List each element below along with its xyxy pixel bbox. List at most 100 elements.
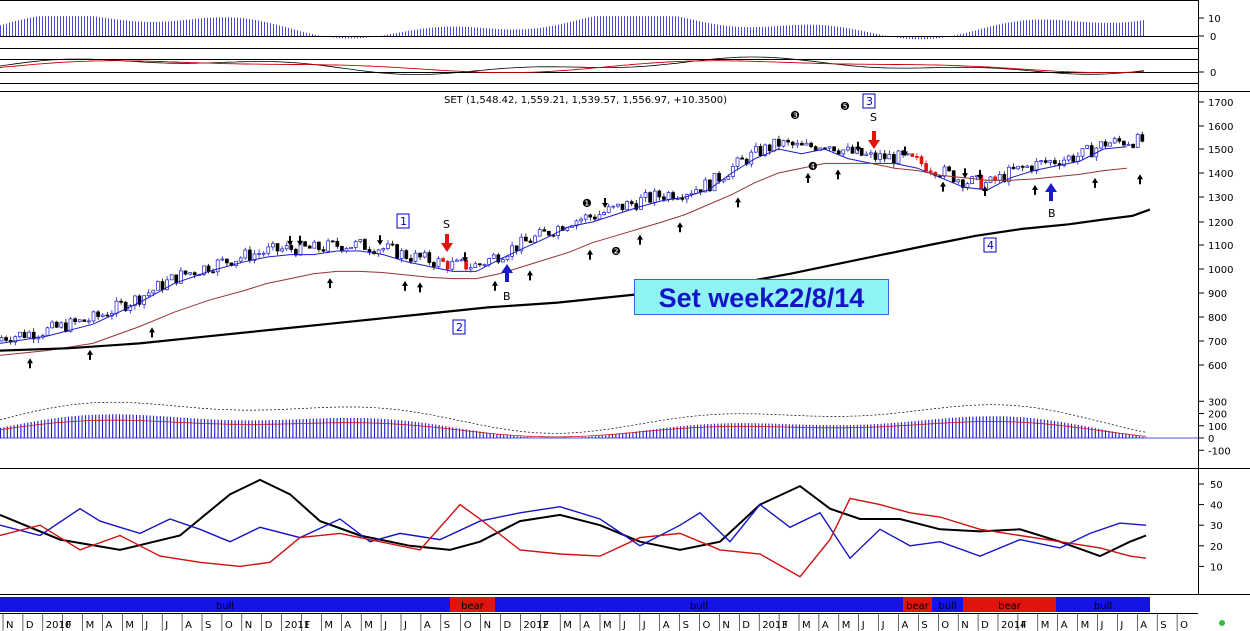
candle-body bbox=[593, 216, 597, 220]
candle-body bbox=[82, 319, 87, 322]
candle-body bbox=[353, 241, 358, 248]
price-ytick-label: 900 bbox=[1208, 289, 1227, 300]
candle-body bbox=[758, 146, 763, 156]
candle-body bbox=[942, 166, 947, 177]
candle-body bbox=[717, 173, 721, 182]
candle-body bbox=[422, 252, 427, 258]
candle-body bbox=[114, 300, 119, 314]
month-label: J bbox=[403, 620, 407, 631]
up-arrow-icon bbox=[587, 249, 593, 260]
month-label: J bbox=[881, 620, 885, 631]
candle-body bbox=[970, 176, 974, 185]
candle-body bbox=[680, 198, 685, 200]
candle-body bbox=[376, 249, 381, 255]
candle-body bbox=[340, 246, 344, 252]
band-segment-0 bbox=[0, 597, 450, 612]
band-segment-4 bbox=[932, 597, 963, 612]
wave-label-5: ❺ bbox=[840, 100, 850, 113]
candle-body bbox=[188, 272, 192, 275]
candle-body bbox=[620, 203, 625, 211]
month-label: D bbox=[265, 620, 273, 631]
up-arrow-icon bbox=[327, 278, 333, 289]
sell-arrow-icon bbox=[441, 234, 453, 252]
candle-body bbox=[358, 239, 363, 243]
candle-body bbox=[404, 250, 409, 259]
month-label: O bbox=[941, 620, 949, 631]
month-label: O bbox=[225, 620, 233, 631]
month-label: N bbox=[961, 620, 968, 631]
candle-body bbox=[629, 201, 634, 204]
candle-body bbox=[395, 244, 399, 259]
month-label: N bbox=[6, 620, 13, 631]
dmi-ytick-label: 50 bbox=[1210, 480, 1223, 491]
wave-label-2: ❷ bbox=[611, 245, 621, 258]
candle-body bbox=[850, 146, 855, 154]
oscillator-panel: 0 bbox=[0, 56, 1216, 79]
candle-body bbox=[22, 331, 27, 339]
band-segment-3 bbox=[903, 597, 932, 612]
candle-body bbox=[1140, 134, 1145, 142]
candle-body bbox=[602, 212, 606, 215]
candle-body bbox=[915, 156, 919, 158]
dmi-lines bbox=[0, 478, 1147, 578]
oscillator-line-red bbox=[0, 60, 1145, 74]
candle-body bbox=[588, 214, 593, 218]
month-label: 2014 bbox=[1001, 620, 1026, 631]
top-histogram bbox=[0, 16, 1144, 40]
candle-body bbox=[740, 157, 744, 160]
month-label: D bbox=[981, 620, 989, 631]
candle-body bbox=[243, 249, 248, 259]
candle-body bbox=[639, 197, 643, 210]
candle-body bbox=[409, 258, 413, 262]
band-label-1: bear bbox=[461, 601, 485, 612]
candle-body bbox=[616, 203, 620, 207]
down-arrow-icon bbox=[462, 252, 468, 263]
dmi-adx-line bbox=[0, 478, 1147, 558]
up-arrow-icon bbox=[805, 172, 811, 183]
candle-body bbox=[533, 235, 537, 243]
candle-body bbox=[1085, 145, 1089, 149]
candle-body bbox=[1048, 160, 1053, 163]
month-label: F bbox=[305, 620, 311, 631]
candle-body bbox=[455, 259, 459, 262]
wave-label-1: ❶ bbox=[582, 197, 592, 210]
up-arrow-icon bbox=[87, 349, 93, 360]
candle-body bbox=[1112, 138, 1117, 144]
candle-body bbox=[763, 144, 767, 156]
candle-body bbox=[873, 152, 878, 160]
month-label: M bbox=[86, 620, 95, 631]
up-arrow-icon bbox=[1032, 184, 1038, 195]
annotation-box-1: 1 bbox=[400, 215, 407, 228]
month-label: A bbox=[185, 620, 192, 631]
dmi-ytick-label: 10 bbox=[1210, 562, 1223, 573]
candle-body bbox=[947, 166, 951, 172]
candle-body bbox=[271, 243, 275, 248]
up-arrow-icon bbox=[677, 222, 683, 233]
candle-body bbox=[1135, 134, 1140, 148]
wave-label-4: ❹ bbox=[808, 160, 818, 173]
buy-label-2: B bbox=[1048, 207, 1056, 220]
sell-label-2: S bbox=[870, 111, 877, 124]
month-label: 2011 bbox=[285, 620, 310, 631]
candle-body bbox=[666, 192, 671, 200]
up-arrow-icon bbox=[735, 197, 741, 208]
down-arrow-icon bbox=[962, 168, 968, 179]
month-label: J bbox=[622, 620, 626, 631]
month-label: 2013 bbox=[762, 620, 787, 631]
candle-body bbox=[519, 236, 524, 252]
macd-ytick-label: 300 bbox=[1208, 397, 1227, 408]
annotation-box-3: 3 bbox=[866, 95, 873, 108]
candle-body bbox=[18, 331, 22, 337]
candle-body bbox=[514, 245, 519, 252]
osc-ytick-0: 0 bbox=[1210, 68, 1216, 79]
month-label: M bbox=[324, 620, 333, 631]
candle-body bbox=[330, 240, 335, 243]
month-label: D bbox=[26, 620, 34, 631]
candle-body bbox=[1126, 143, 1131, 146]
candle-body bbox=[183, 270, 188, 275]
candle-body bbox=[505, 255, 510, 261]
month-label: A bbox=[583, 620, 590, 631]
candle-body bbox=[574, 220, 579, 227]
month-label: A bbox=[822, 620, 829, 631]
candle-body bbox=[800, 142, 804, 146]
